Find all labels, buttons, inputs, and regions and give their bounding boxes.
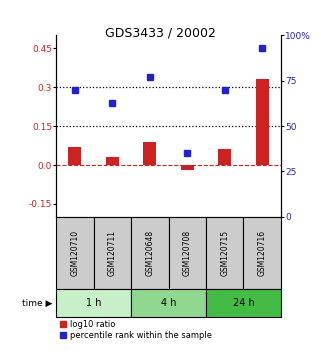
Text: GSM120716: GSM120716	[258, 230, 267, 276]
Bar	[181, 165, 194, 170]
Text: 24 h: 24 h	[232, 298, 254, 308]
FancyBboxPatch shape	[131, 217, 169, 290]
Bar	[143, 142, 156, 165]
Legend: log10 ratio, percentile rank within the sample: log10 ratio, percentile rank within the …	[60, 320, 212, 339]
Text: GSM120710: GSM120710	[70, 230, 79, 276]
Text: GSM120711: GSM120711	[108, 230, 117, 276]
Text: 4 h: 4 h	[161, 298, 176, 308]
FancyBboxPatch shape	[94, 217, 131, 290]
FancyBboxPatch shape	[243, 217, 281, 290]
Text: GSM120715: GSM120715	[220, 230, 229, 276]
Text: 1 h: 1 h	[86, 298, 101, 308]
Text: GSM120648: GSM120648	[145, 230, 154, 276]
FancyBboxPatch shape	[206, 217, 243, 290]
Bar	[218, 149, 231, 165]
FancyBboxPatch shape	[131, 290, 206, 318]
FancyBboxPatch shape	[169, 217, 206, 290]
FancyBboxPatch shape	[56, 290, 131, 318]
Bar	[256, 79, 269, 165]
Text: GDS3433 / 20002: GDS3433 / 20002	[105, 27, 216, 40]
Text: GSM120708: GSM120708	[183, 230, 192, 276]
FancyBboxPatch shape	[56, 217, 94, 290]
FancyBboxPatch shape	[206, 290, 281, 318]
Bar	[106, 157, 119, 165]
Text: time ▶: time ▶	[22, 299, 52, 308]
Bar	[68, 147, 82, 165]
